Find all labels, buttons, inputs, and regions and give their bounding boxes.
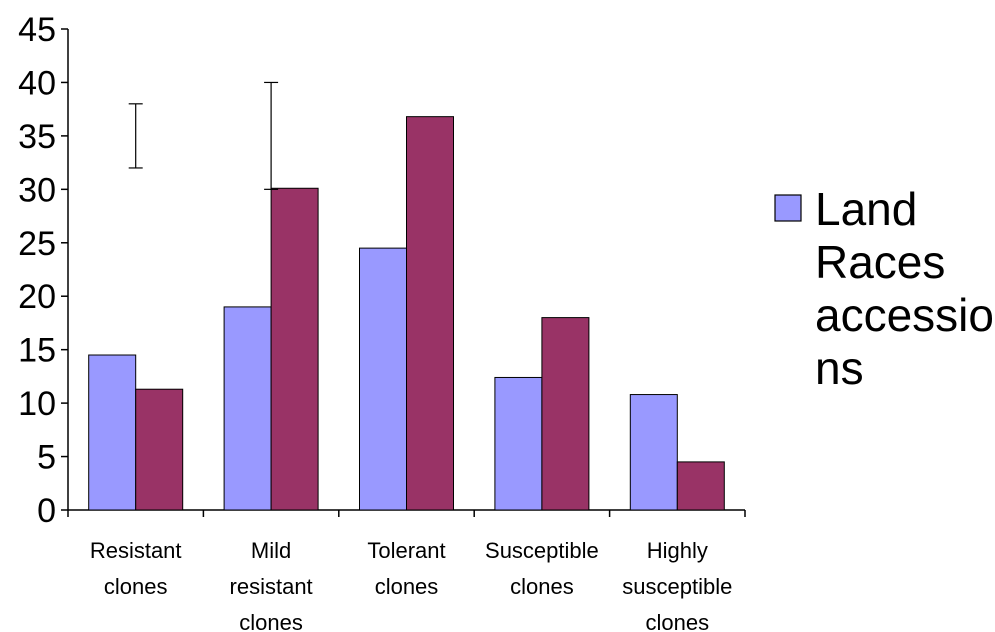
- category-label-line: Susceptible: [485, 538, 599, 563]
- y-tick-label: 20: [18, 278, 56, 316]
- category-label-line: clones: [239, 610, 303, 632]
- category-label-line: clones: [104, 574, 168, 599]
- bar-series-2: [541, 317, 590, 511]
- category-label-line: clones: [375, 574, 439, 599]
- category-label: Susceptible clones: [485, 538, 599, 599]
- y-tick-label: 15: [18, 332, 56, 370]
- category-label-line: clones: [510, 574, 574, 599]
- category-label-line: Tolerant: [367, 538, 445, 563]
- bar-series-1: [629, 394, 678, 511]
- legend-label-line: Land: [815, 183, 917, 235]
- category-label-line: Mild: [251, 538, 291, 563]
- category-label: Highly susceptible clones: [622, 538, 732, 632]
- y-axis: 0 5 10 15 20 25 30 35 40 45: [18, 11, 69, 530]
- legend-swatch: [774, 194, 802, 222]
- category-label-line: Resistant: [90, 538, 182, 563]
- bars: [88, 116, 725, 511]
- x-axis: [67, 509, 746, 517]
- y-tick-label: 40: [18, 64, 56, 102]
- bar-series-1: [494, 376, 543, 511]
- legend: Land Races accessio ns: [774, 183, 994, 394]
- bar-series-1: [223, 306, 272, 511]
- bar-series-2: [406, 116, 454, 511]
- y-tick-label: 45: [18, 11, 56, 49]
- category-label-line: resistant: [230, 574, 313, 599]
- legend-label: Land Races accessio ns: [815, 183, 994, 394]
- category-label: Tolerant clones: [367, 538, 445, 599]
- bar-series-1: [88, 354, 137, 511]
- y-tick-label: 25: [18, 225, 56, 263]
- bar-series-2: [676, 461, 725, 511]
- category-label-line: Highly: [647, 538, 708, 563]
- legend-label-line: ns: [815, 342, 864, 394]
- y-tick-label: 0: [37, 492, 56, 530]
- category-label-line: clones: [646, 610, 710, 632]
- legend-label-line: accessio: [815, 289, 994, 341]
- bar-series-2: [270, 187, 319, 511]
- category-label-line: susceptible: [622, 574, 732, 599]
- y-tick-label: 10: [18, 385, 56, 423]
- y-tick-label: 5: [37, 439, 56, 477]
- y-tick-label: 30: [18, 171, 56, 209]
- bar-series-2: [135, 388, 184, 511]
- y-tick-label: 35: [18, 118, 56, 156]
- category-label: Resistant clones: [90, 538, 182, 599]
- legend-label-line: Races: [815, 236, 945, 288]
- error-bars: [128, 81, 279, 190]
- category-label: Mild resistant clones: [230, 538, 313, 632]
- bar-series-1: [359, 247, 407, 511]
